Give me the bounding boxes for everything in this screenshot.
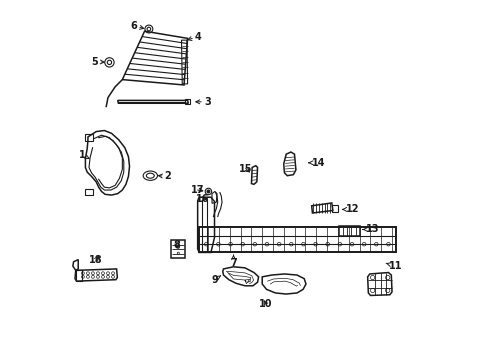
Text: 4: 4 [188, 32, 202, 41]
Text: 18: 18 [89, 255, 103, 265]
Text: 3: 3 [196, 97, 211, 107]
Bar [76, 270, 82, 281]
Bar [339, 226, 360, 235]
Text: 13: 13 [363, 225, 379, 234]
Text: 9: 9 [211, 275, 220, 285]
Text: 1: 1 [78, 150, 89, 160]
Bar [172, 240, 185, 258]
Text: 12: 12 [343, 204, 359, 215]
Text: 2: 2 [158, 171, 172, 181]
Text: 7: 7 [230, 255, 237, 268]
Text: 16: 16 [196, 194, 209, 204]
Bar [199, 227, 395, 252]
Bar [85, 134, 93, 140]
Text: 11: 11 [386, 261, 402, 271]
Bar [85, 189, 93, 195]
Text: 5: 5 [92, 57, 104, 67]
Text: 17: 17 [191, 185, 204, 195]
Text: 15: 15 [239, 163, 252, 174]
Bar [332, 205, 338, 212]
Text: 6: 6 [130, 21, 144, 31]
Text: 14: 14 [309, 158, 325, 168]
Circle shape [207, 190, 210, 193]
Text: 8: 8 [173, 239, 180, 249]
Bar [185, 99, 190, 104]
Text: 10: 10 [259, 299, 272, 309]
